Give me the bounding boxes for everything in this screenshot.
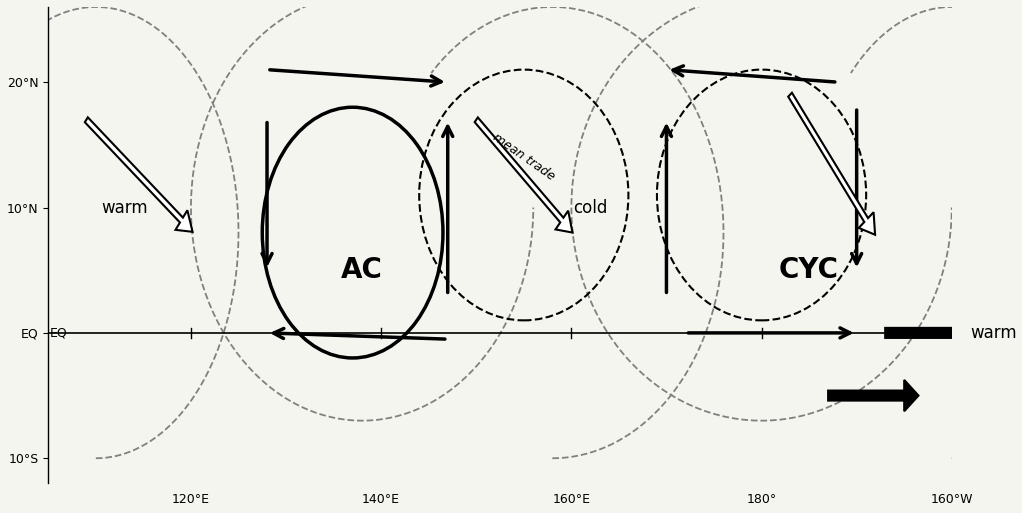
Text: CYC: CYC: [779, 256, 839, 284]
FancyArrow shape: [788, 93, 875, 235]
Text: AC: AC: [341, 256, 383, 284]
FancyArrow shape: [474, 117, 572, 232]
FancyArrow shape: [828, 380, 919, 411]
Text: EQ: EQ: [49, 326, 67, 340]
Text: warm: warm: [971, 324, 1018, 342]
Text: mean trade: mean trade: [491, 131, 557, 184]
FancyArrow shape: [85, 117, 192, 232]
Text: cold: cold: [573, 199, 607, 216]
Text: warm: warm: [101, 199, 148, 216]
FancyArrow shape: [885, 317, 976, 348]
